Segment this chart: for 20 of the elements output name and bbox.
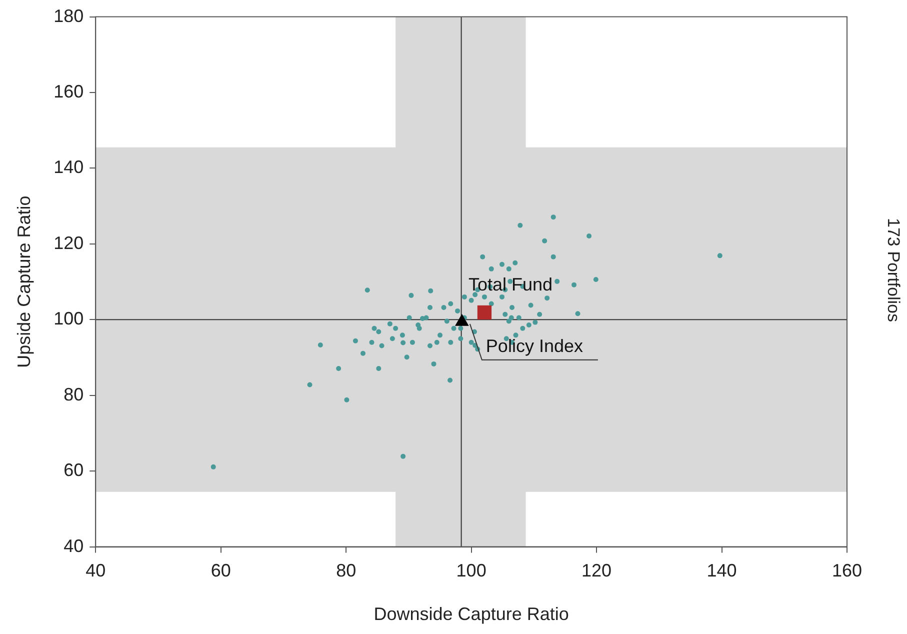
y-tick-label: 40 <box>64 536 84 556</box>
y-tick-label: 120 <box>54 232 84 253</box>
y-tick-label: 180 <box>54 6 84 26</box>
x-tick-label: 160 <box>832 560 862 581</box>
text: 173 Portfolios <box>883 218 904 322</box>
x-tick-label: 120 <box>582 560 612 581</box>
x-tick-label: 100 <box>456 560 486 581</box>
series-label: Total Fund <box>468 274 553 294</box>
y-axis-title: Upside Capture Ratio <box>14 196 34 368</box>
x-axis-title: Downside Capture Ratio <box>374 604 569 624</box>
x-tick-label: 60 <box>210 560 231 581</box>
x-tick-label: 140 <box>706 560 737 581</box>
y-tick-label: 80 <box>64 384 84 404</box>
y-tick-label: 160 <box>54 81 84 102</box>
x-tick-label: 40 <box>86 560 106 581</box>
series-label: Policy Index <box>486 336 583 356</box>
x-tick-label: 80 <box>336 560 356 581</box>
y-tick-label: 140 <box>54 157 84 178</box>
y-tick-label: 100 <box>54 308 84 329</box>
y-tick-label: 60 <box>64 460 84 480</box>
